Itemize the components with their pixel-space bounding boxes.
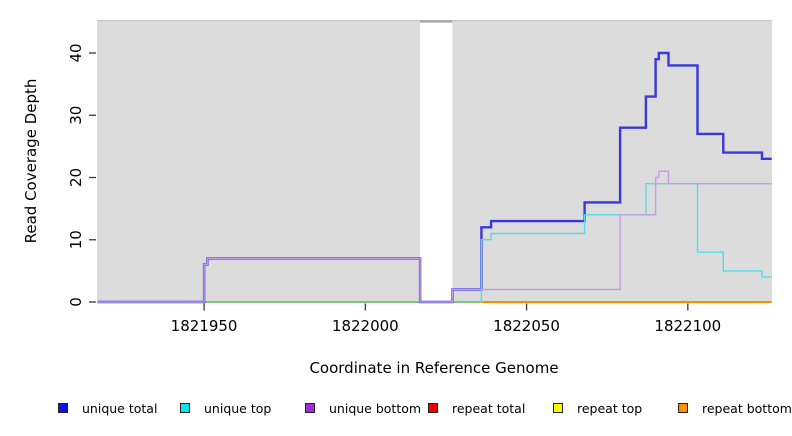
x-tick-label: 1822100 [654, 317, 721, 335]
legend-label: repeat top [577, 400, 643, 416]
legend-item-unique-bottom: unique bottom [305, 400, 421, 416]
legend-item-unique-total: unique total [58, 400, 157, 416]
y-tick-label: 40 [67, 43, 85, 62]
y-tick-label: 0 [67, 297, 85, 307]
legend-label: repeat bottom [702, 400, 792, 416]
x-tick-label: 1822050 [493, 317, 560, 335]
legend-swatch-icon [553, 403, 563, 413]
x-tick-label: 1821950 [171, 317, 238, 335]
legend-item-repeat-top: repeat top [553, 400, 642, 416]
series-unique-top [480, 183, 772, 302]
legend-label: unique total [82, 400, 158, 416]
legend-swatch-icon [58, 403, 68, 413]
plot-area: 1821950 1822000 1822050 1822100 0 10 20 30 40 [67, 20, 772, 335]
legend-label: unique bottom [329, 400, 422, 416]
y-tick-label: 20 [67, 168, 85, 187]
y-axis-title: Read Coverage Depth [22, 79, 40, 244]
y-tick-label: 10 [67, 230, 85, 249]
x-axis-title: Coordinate in Reference Genome [309, 359, 558, 377]
legend-item-repeat-bottom: repeat bottom [678, 400, 792, 416]
legend-item-repeat-total: repeat total [428, 400, 525, 416]
y-tick-label: 30 [67, 106, 85, 125]
coverage-gap-region [420, 22, 453, 303]
legend-label: unique top [204, 400, 272, 416]
legend-swatch-icon [305, 403, 315, 413]
x-tick-label: 1822000 [332, 317, 399, 335]
legend-swatch-icon [428, 403, 438, 413]
legend: unique total unique top unique bottom repea… [0, 400, 792, 420]
legend-swatch-icon [678, 403, 688, 413]
legend-item-unique-top: unique top [180, 400, 271, 416]
series-unique-bottom [97, 170, 772, 303]
legend-label: repeat total [452, 400, 526, 416]
legend-swatch-icon [180, 403, 190, 413]
